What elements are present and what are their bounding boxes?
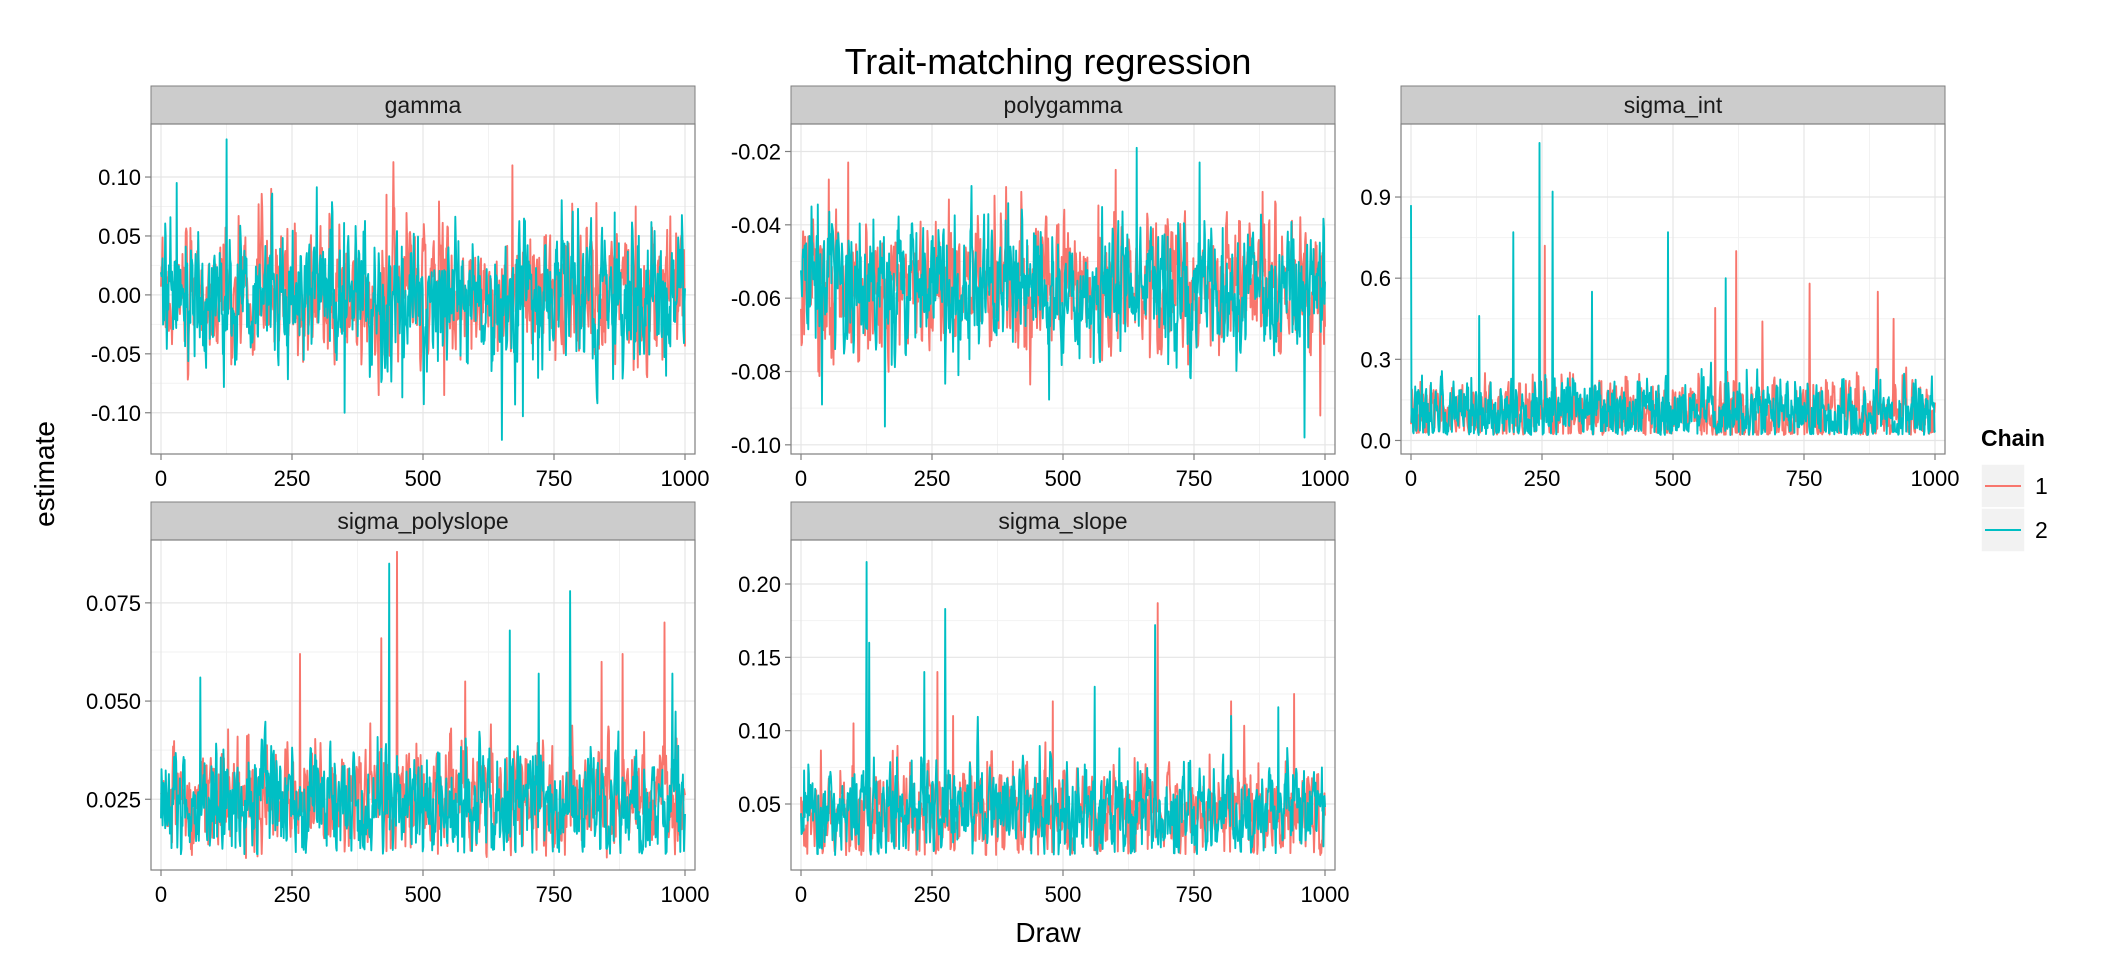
x-tick-label: 0 [1405,466,1417,491]
x-tick-label: 1000 [1301,466,1350,491]
series-line-chain-2 [800,561,1326,856]
x-tick-label: 1000 [661,882,710,907]
y-tick-label: 0.0 [1360,428,1391,453]
x-tick-label: 0 [155,882,167,907]
y-tick-label: -0.05 [91,342,141,367]
y-tick-label: -0.02 [731,140,781,165]
series-line-chain-2 [160,562,686,856]
facet-panel-sigma_polyslope: sigma_polyslope 0.025 0.050 0.075 0 250 500 750… [86,501,710,907]
facet-strip [1400,85,1946,125]
legend: Chain 1 2 [1980,425,2048,553]
x-tick-label: 500 [1045,466,1082,491]
series-line-chain-2 [800,146,1326,439]
x-tick-label: 500 [1655,466,1692,491]
x-tick-label: 250 [274,882,311,907]
x-tick-label: 1000 [1911,466,1960,491]
facet-strip-label: sigma_slope [998,508,1127,534]
y-tick-label: 0.075 [86,591,141,616]
facet-strip-label: sigma_polyslope [337,508,508,534]
y-tick-label: 0.025 [86,787,141,812]
y-tick-label: 0.05 [738,792,781,817]
series-line-chain-2 [1410,141,1936,436]
y-tick-label: 0.3 [1360,347,1391,372]
y-tick-label: 0.10 [738,719,781,744]
x-tick-label: 1000 [1301,882,1350,907]
facet-strip-label: gamma [385,92,462,118]
legend-item-chain-2: 2 [1980,507,2048,553]
y-tick-label: -0.06 [731,286,781,311]
x-tick-label: 750 [536,466,573,491]
y-tick-label: -0.08 [731,360,781,385]
x-tick-label: 750 [1176,466,1213,491]
y-tick-label: -0.10 [731,433,781,458]
x-tick-label: 750 [1176,882,1213,907]
x-tick-label: 0 [795,882,807,907]
x-tick-label: 500 [405,466,442,491]
facet-panel-gamma: gamma -0.10 -0.05 0.00 0.05 0.10 0 250 500 750 100… [91,85,710,491]
y-tick-label: -0.04 [731,213,781,238]
facet-strip [150,501,696,541]
y-tick-label: 0.15 [738,645,781,670]
legend-label: 1 [2035,473,2048,499]
legend-label: 2 [2035,517,2048,543]
series-line-chain-2 [160,138,686,441]
facet-strip [790,85,1336,125]
y-axis-title: estimate [29,421,60,527]
facet-strip-label: polygamma [1004,92,1123,118]
x-tick-label: 0 [155,466,167,491]
x-tick-label: 0 [795,466,807,491]
facet-panel-polygamma: polygamma -0.10 -0.08 -0.06 -0.04 -0.02 0 250 50… [731,85,1350,491]
y-tick-label: 0.00 [98,283,141,308]
x-tick-label: 500 [1045,882,1082,907]
chart-title: Trait-matching regression [845,41,1252,82]
facet-strip-label: sigma_int [1624,92,1723,118]
x-tick-label: 750 [536,882,573,907]
facet-panel-sigma_slope: sigma_slope 0.05 0.10 0.15 0.20 0 250 500 750 100… [738,501,1350,907]
y-tick-label: 0.6 [1360,266,1391,291]
legend-title: Chain [1981,425,2045,451]
y-tick-label: 0.9 [1360,185,1391,210]
y-tick-label: -0.10 [91,401,141,426]
x-tick-label: 250 [274,466,311,491]
facet-panel-sigma_int: sigma_int 0.0 0.3 0.6 0.9 0 250 500 750 1000 [1360,85,1960,491]
y-tick-label: 0.050 [86,689,141,714]
y-tick-label: 0.10 [98,165,141,190]
facet-panels: gamma-0.10-0.050.000.050.100 250 500 750 100… [86,85,1960,907]
y-tick-label: 0.20 [738,572,781,597]
x-tick-label: 250 [914,466,951,491]
x-axis-title: Draw [1015,917,1081,948]
x-tick-label: 1000 [661,466,710,491]
y-tick-label: 0.05 [98,224,141,249]
x-tick-label: 500 [405,882,442,907]
x-tick-label: 750 [1786,466,1823,491]
facet-strip [150,85,696,125]
x-tick-label: 250 [914,882,951,907]
facet-strip [790,501,1336,541]
legend-item-chain-1: 1 [1980,463,2048,509]
x-tick-label: 250 [1524,466,1561,491]
